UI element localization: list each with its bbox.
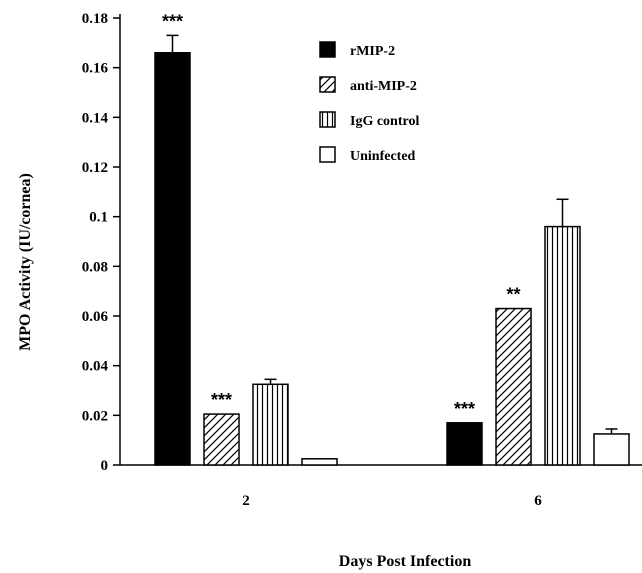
y-tick-label-4: 0.08 xyxy=(82,259,108,275)
significance-label-0-1: *** xyxy=(454,399,475,419)
y-tick-label-2: 0.04 xyxy=(82,359,109,375)
bar-anti-mip-2-day-2 xyxy=(203,413,240,466)
bar-uninfected-day-6 xyxy=(593,433,630,466)
chart-bars: ******2*****6 xyxy=(154,11,630,509)
significance-label-1-0: *** xyxy=(211,390,232,410)
x-axis-title: Days Post Infection xyxy=(339,553,472,570)
bar-uninfected-day-2 xyxy=(301,458,338,466)
y-tick-label-1: 0.02 xyxy=(82,408,108,424)
y-tick-label-3: 0.06 xyxy=(82,309,109,325)
bar-rmip-2-day-6 xyxy=(446,422,483,466)
y-tick-label-7: 0.14 xyxy=(82,110,109,126)
bar-igg-control-day-2 xyxy=(252,383,289,466)
y-axis-title: MPO Activity (IU/cornea) xyxy=(17,173,34,351)
legend-label-1: anti-MIP-2 xyxy=(350,79,417,94)
y-tick-label-8: 0.16 xyxy=(82,61,109,77)
bar-anti-mip-2-day-6 xyxy=(495,307,532,466)
bar-rmip-2-day-2 xyxy=(154,52,191,466)
y-tick-label-6: 0.12 xyxy=(82,160,108,176)
y-tick-label-9: 0.18 xyxy=(82,11,108,27)
legend-label-2: IgG control xyxy=(350,114,419,129)
chart-axes: 0 0.02 0.04 0.06 0.08 0.1 0.12 0.14 0.16 0.18 xyxy=(82,11,642,474)
legend-label-3: Uninfected xyxy=(350,149,416,164)
significance-label-0-0: *** xyxy=(162,11,183,31)
y-tick-label-5: 0.1 xyxy=(89,210,108,226)
legend-swatch-3 xyxy=(319,146,336,163)
x-tick-label-2: 2 xyxy=(242,493,250,509)
legend-swatch-1 xyxy=(319,76,336,93)
x-tick-label-6: 6 xyxy=(534,493,542,509)
significance-label-1-1: ** xyxy=(506,285,520,305)
legend-swatch-0 xyxy=(319,41,336,58)
bar-igg-control-day-6 xyxy=(544,225,581,466)
y-tick-label-0: 0 xyxy=(101,458,109,474)
chart-legend: rMIP-2 anti-MIP-2 IgG control Uninfected xyxy=(319,41,419,164)
legend-swatch-2 xyxy=(319,111,336,128)
legend-label-0: rMIP-2 xyxy=(350,44,395,59)
